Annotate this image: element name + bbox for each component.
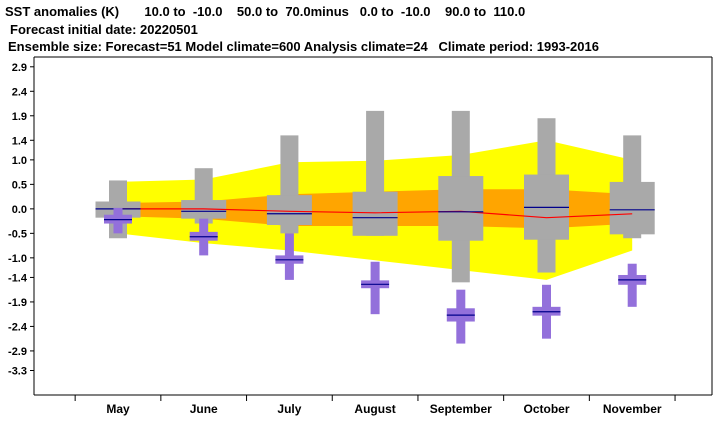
- analysis-whisker-november: [627, 263, 637, 307]
- y-tick-label: -2.9: [8, 346, 27, 358]
- forecast-box-november: [609, 181, 655, 235]
- forecast-date: Forecast initial date: 20220501: [10, 22, 198, 37]
- x-tick-label-october: October: [523, 402, 569, 416]
- y-tick-label: 2.9: [12, 62, 27, 74]
- y-tick-label: -1.0: [8, 253, 27, 265]
- analysis-boxes: [104, 207, 647, 344]
- y-tick-label: -3.3: [8, 366, 27, 378]
- y-tick-label: 0.0: [12, 204, 27, 216]
- chart-title: SST anomalies (K) 10.0 to -10.0 50.0 to …: [5, 4, 526, 19]
- y-tick-label: 1.0: [12, 155, 27, 167]
- x-tick-label-september: September: [430, 402, 492, 416]
- climate-median-line: [118, 208, 633, 219]
- y-tick-label: -1.9: [8, 297, 27, 309]
- forecast-box-july: [266, 195, 312, 226]
- x-tick-label-may: May: [106, 402, 130, 416]
- y-tick-label: 1.9: [12, 111, 27, 123]
- y-tick-label: -1.4: [8, 272, 28, 284]
- y-tick-label: -0.5: [8, 228, 27, 240]
- ensemble-info: Ensemble size: Forecast=51 Model climate…: [8, 39, 599, 54]
- y-tick-label: 2.4: [12, 86, 28, 98]
- forecast-box-august: [352, 191, 398, 236]
- forecast-box-september: [438, 176, 484, 241]
- x-tick-label-november: November: [603, 402, 662, 416]
- x-tick-label-august: August: [354, 402, 395, 416]
- chart-axes: 2.9 2.4 1.9 1.4 1.0 0.5 0.0 -0.5 -1.0 -1.4 -1.9 -2.…: [8, 56, 713, 416]
- x-tick-label-june: June: [190, 402, 218, 416]
- y-tick-label: 0.5: [12, 179, 27, 191]
- y-tick-label: 1.4: [12, 135, 28, 147]
- y-tick-label: -2.4: [8, 321, 28, 333]
- x-tick-label-july: July: [277, 402, 301, 416]
